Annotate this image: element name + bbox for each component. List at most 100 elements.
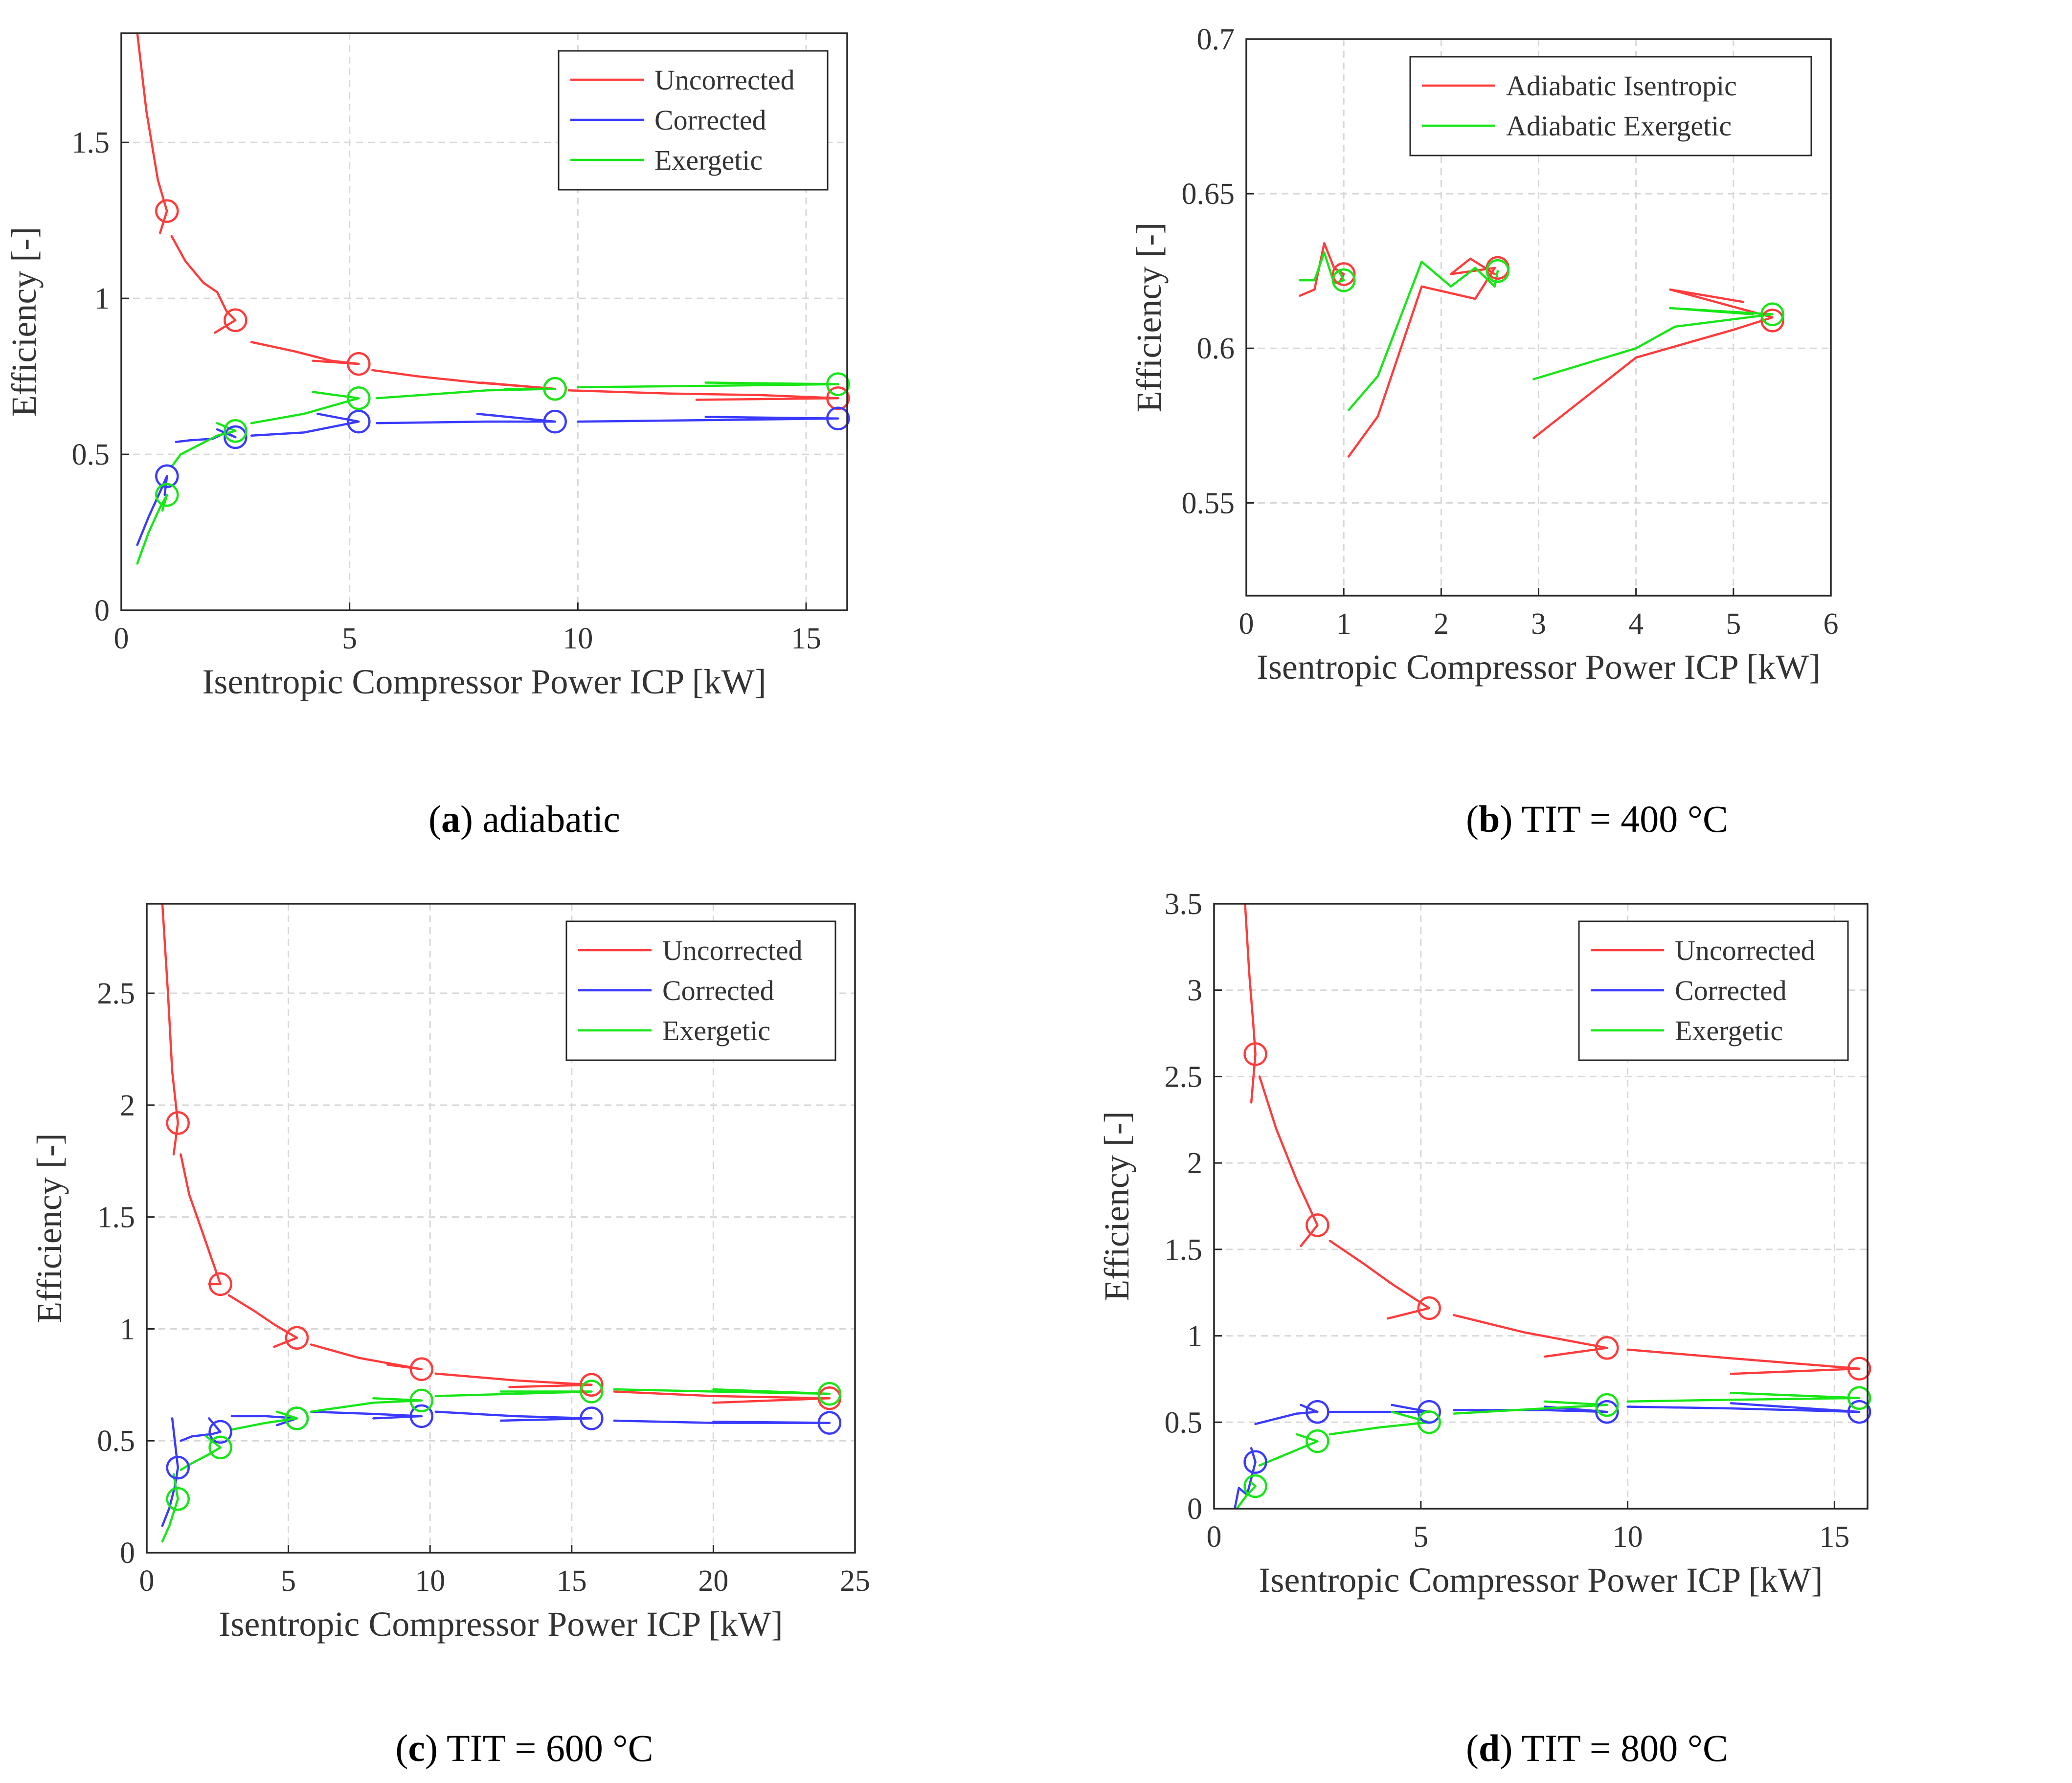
chart-panel-c: 0 5 10 15 20 25 0 0.5 1 1.5 2 2.5 Isentropic Compres… (30, 903, 870, 1644)
y-tick-label: 3.5 (1165, 888, 1203, 921)
legend-label-uncorrected: Uncorrected (1675, 935, 1815, 966)
data-point-corrected (155, 464, 179, 488)
y-tick-label: 3 (1187, 974, 1202, 1007)
series-line-corrected (250, 412, 360, 437)
legend: Uncorrected Corrected Exergetic (558, 50, 829, 191)
series-line-uncorrected (310, 1343, 423, 1371)
series-line-exergetic (161, 1473, 179, 1543)
series-group (1234, 904, 1861, 1509)
x-tick-label: 0 (139, 1564, 155, 1598)
x-tick-label: 1 (1336, 607, 1351, 641)
data-point-exergetic (543, 377, 567, 401)
series-line-corrected (1626, 1402, 1861, 1413)
legend-label-adiabatic-exergetic: Adiabatic Exergetic (1506, 110, 1732, 142)
y-tick-label: 1 (120, 1313, 135, 1346)
y-tick-label: 0.55 (1182, 487, 1235, 520)
series-line-uncorrected (180, 1153, 222, 1286)
series-line-adiabatic-exergetic (1532, 307, 1774, 380)
data-point-uncorrected (155, 199, 179, 223)
y-axis-label: Efficiency [-] (1097, 1111, 1136, 1301)
y-tick-label: 0 (94, 594, 110, 627)
data-point-adiabatic-exergetic (1486, 259, 1510, 283)
data-point-exergetic (224, 419, 248, 443)
x-tick-label: 5 (1726, 607, 1741, 641)
y-tick-label: 2.5 (1165, 1060, 1203, 1093)
x-tick-label: 4 (1628, 607, 1644, 641)
caption-d: (d) TIT = 800 °C (1465, 1727, 1729, 1769)
y-tick-label: 0.5 (97, 1425, 135, 1458)
data-point-uncorrected (347, 352, 371, 376)
data-point-exergetic (1306, 1429, 1329, 1453)
series-line-exergetic (1329, 1410, 1430, 1436)
data-point-corrected (1595, 1400, 1619, 1424)
data-point-exergetic (1847, 1386, 1871, 1410)
data-point-corrected (347, 409, 371, 434)
data-point-exergetic (1417, 1410, 1441, 1434)
y-tick-label: 1.5 (1165, 1233, 1203, 1267)
y-tick-label: 0.65 (1182, 178, 1235, 211)
legend: Uncorrected Corrected Exergetic (565, 920, 836, 1061)
data-point-corrected (580, 1406, 604, 1430)
chart-panel-d: 0 5 10 15 0 0.5 1 1.5 2 2.5 3 3.5 Isentropic Compres… (1097, 888, 1871, 1600)
series-line-corrected (613, 1419, 831, 1424)
series-line-corrected (310, 1410, 423, 1420)
x-tick-label: 0 (114, 622, 129, 655)
data-point-adiabatic-isentropic (1331, 262, 1356, 286)
data-point-adiabatic-isentropic (1760, 309, 1784, 333)
data-point-corrected (1417, 1400, 1441, 1424)
y-tick-label: 0 (120, 1537, 135, 1570)
axes-frame (120, 32, 848, 611)
series-line-uncorrected (136, 33, 168, 234)
series-line-corrected (180, 1417, 222, 1442)
series-line-uncorrected (1329, 1239, 1430, 1320)
legend-label-exergetic: Exergetic (1675, 1015, 1783, 1047)
data-point-corrected (166, 1455, 190, 1480)
axes-frame (146, 903, 856, 1554)
series-line-uncorrected (250, 341, 360, 365)
legend-label-uncorrected: Uncorrected (654, 64, 795, 96)
y-axis-label: Efficiency [-] (30, 1133, 69, 1323)
data-point-uncorrected (826, 386, 850, 410)
y-tick-label: 2 (120, 1089, 135, 1122)
data-point-corrected (817, 1411, 842, 1435)
x-tick-label: 10 (415, 1564, 445, 1598)
series-line-exergetic (376, 387, 556, 400)
series-line-uncorrected (567, 389, 839, 401)
y-axis-label: Efficiency [-] (1129, 223, 1169, 412)
series-line-exergetic (1258, 1433, 1319, 1467)
y-tick-label: 0.6 (1197, 332, 1235, 365)
series-line-uncorrected (371, 369, 556, 390)
caption-a: (a) adiabatic (428, 798, 620, 840)
series-line-exergetic (1236, 1481, 1257, 1509)
data-point-corrected (1847, 1400, 1871, 1424)
series-line-corrected (376, 412, 556, 424)
series-line-uncorrected (1626, 1348, 1861, 1375)
series-line-exergetic (613, 1388, 831, 1395)
data-point-corrected (409, 1404, 434, 1428)
data-point-exergetic (347, 386, 371, 410)
series-line-corrected (577, 416, 839, 423)
data-point-uncorrected (1243, 1042, 1267, 1066)
x-axis-label: Isentropic Compressor Power ICP [kW] (1257, 647, 1821, 687)
x-tick-label: 10 (563, 622, 593, 655)
series-line-uncorrected (1258, 1075, 1319, 1248)
data-point-exergetic (826, 372, 850, 396)
data-point-exergetic (409, 1388, 434, 1413)
y-tick-label: 1.5 (97, 1201, 135, 1234)
series-line-exergetic (250, 391, 360, 424)
series-line-adiabatic-isentropic (1299, 242, 1345, 297)
series-line-uncorrected (170, 235, 237, 334)
series-line-uncorrected (227, 1294, 298, 1348)
series-line-exergetic (170, 422, 237, 468)
y-tick-label: 2.5 (97, 977, 135, 1010)
legend-label-corrected: Corrected (1675, 975, 1787, 1006)
series-line-uncorrected (613, 1390, 831, 1404)
x-axis-label: Isentropic Compressor Power ICP [kW] (202, 662, 766, 701)
series-line-adiabatic-isentropic (1347, 257, 1496, 458)
series-line-exergetic (1626, 1391, 1861, 1403)
chart-panel-b: 0 1 2 3 4 5 6 0.55 0.6 0.65 0.7 Isentropic Compress… (1129, 23, 1839, 687)
data-point-exergetic (166, 1487, 190, 1511)
data-point-uncorrected (166, 1111, 190, 1135)
data-point-corrected (826, 406, 850, 430)
y-tick-label: 0.5 (72, 438, 110, 471)
